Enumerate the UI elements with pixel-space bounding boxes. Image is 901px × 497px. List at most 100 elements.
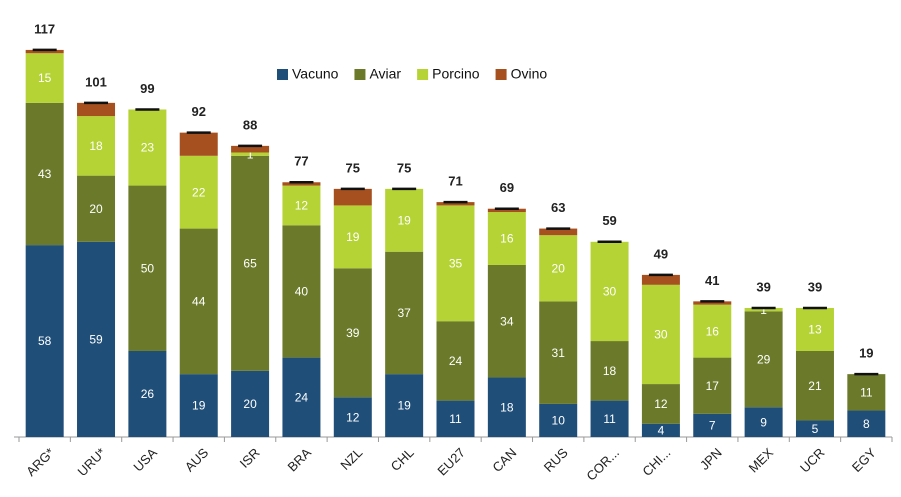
bar-segment <box>436 400 475 437</box>
bar-segment <box>847 374 886 411</box>
total-label: 75 <box>397 160 411 175</box>
segment-label: 40 <box>295 285 309 299</box>
bar-segment <box>590 341 629 401</box>
segment-label: 16 <box>500 232 514 246</box>
segment-label: 24 <box>295 390 309 404</box>
legend-swatch <box>277 69 288 80</box>
bar-segment <box>128 350 167 437</box>
segment-label: 20 <box>89 202 103 216</box>
bar-segment <box>282 357 321 437</box>
x-tick-label: COR... <box>583 445 622 484</box>
segment-label: 12 <box>654 397 668 411</box>
legend-label: Vacuno <box>292 66 339 82</box>
bar-segment <box>179 155 218 229</box>
total-label: 41 <box>705 273 719 288</box>
segment-label: 4 <box>658 424 665 438</box>
segment-label: 26 <box>141 387 155 401</box>
total-label: 75 <box>346 160 360 175</box>
legend: Vacuno Aviar Porcino Ovino <box>277 66 547 82</box>
x-tick-label: NZL <box>337 445 365 473</box>
bar-segment <box>333 205 372 269</box>
bar-segment <box>487 212 526 265</box>
legend-swatch <box>495 69 507 80</box>
bar-segment <box>385 251 424 375</box>
segment-label: 50 <box>141 261 155 275</box>
x-tick-label: UCR <box>797 445 828 476</box>
x-tick-label: URU* <box>74 445 108 479</box>
segment-label: 44 <box>192 295 206 309</box>
segment-label: 12 <box>295 199 309 213</box>
bar-segment <box>795 307 834 351</box>
x-tick-label: BRA <box>284 445 314 475</box>
bar-segment <box>25 53 64 103</box>
segment-label: 11 <box>449 412 462 426</box>
x-tick-label: ISR <box>237 445 263 471</box>
segment-label: 9 <box>760 415 767 429</box>
bar-segment <box>333 268 372 398</box>
bar-segment <box>795 420 834 437</box>
segment-label: 58 <box>38 334 52 348</box>
bar-segment <box>282 225 321 358</box>
bar-segment <box>282 182 321 186</box>
segment-label: 18 <box>603 364 617 378</box>
x-tick-label: JPN <box>697 445 725 473</box>
bar-segment <box>590 400 629 437</box>
segment-label: 19 <box>397 399 411 413</box>
legend-label: Porcino <box>432 66 480 82</box>
segment-label: 11 <box>860 386 873 400</box>
x-tick-label: EU27 <box>434 445 468 479</box>
bar-segment <box>744 307 783 312</box>
x-tick-label: RUS <box>541 445 571 475</box>
segment-label: 21 <box>808 379 822 393</box>
bar-segment <box>385 374 424 437</box>
segment-label: 24 <box>449 354 463 368</box>
bar-segment <box>641 423 680 437</box>
segment-label: 10 <box>552 414 566 428</box>
bar-segment <box>231 145 270 153</box>
segment-label: 43 <box>38 167 52 181</box>
bar-segment <box>128 185 167 351</box>
x-tick-label: AUS <box>182 445 212 475</box>
bar-segment <box>179 132 218 156</box>
bar-segment <box>385 188 424 252</box>
bar-segment <box>333 188 372 206</box>
bar-segment <box>693 301 732 305</box>
bar-segment <box>25 49 64 54</box>
bar-segment <box>693 304 732 358</box>
bar-segment <box>128 109 167 186</box>
x-tick-label: CAN <box>489 445 519 475</box>
bar-segment <box>436 321 475 401</box>
bar-segment <box>231 370 270 437</box>
segment-label: 30 <box>654 328 668 342</box>
segment-label: 8 <box>863 417 870 431</box>
segment-label: 34 <box>500 314 514 328</box>
bar-segment <box>693 357 732 414</box>
total-label: 117 <box>34 21 55 36</box>
bar-segment <box>539 403 578 437</box>
bar-segment <box>641 384 680 424</box>
bar-segment <box>231 155 270 371</box>
segment-label: 17 <box>706 379 720 393</box>
bar-segment <box>487 377 526 437</box>
segment-label: 7 <box>709 419 716 433</box>
segment-label: 22 <box>192 185 206 199</box>
segment-label: 20 <box>552 261 566 275</box>
bar-segment <box>487 264 526 378</box>
bar-segment <box>539 228 578 236</box>
total-label: 19 <box>859 346 873 361</box>
bar-segment <box>282 185 321 226</box>
bar-segment <box>179 374 218 437</box>
segment-label: 65 <box>243 256 257 270</box>
bar-segment <box>744 311 783 408</box>
total-label: 99 <box>140 81 154 96</box>
segment-label: 16 <box>706 324 720 338</box>
segment-label: 30 <box>603 285 617 299</box>
total-label: 39 <box>808 279 822 294</box>
x-tick-label: CHL <box>388 445 417 474</box>
bar-segment <box>744 407 783 437</box>
segment-label: 12 <box>346 410 360 424</box>
total-label: 69 <box>500 180 514 195</box>
segment-label: 18 <box>89 139 103 153</box>
legend-swatch <box>417 69 429 80</box>
segment-label: 29 <box>757 352 771 366</box>
